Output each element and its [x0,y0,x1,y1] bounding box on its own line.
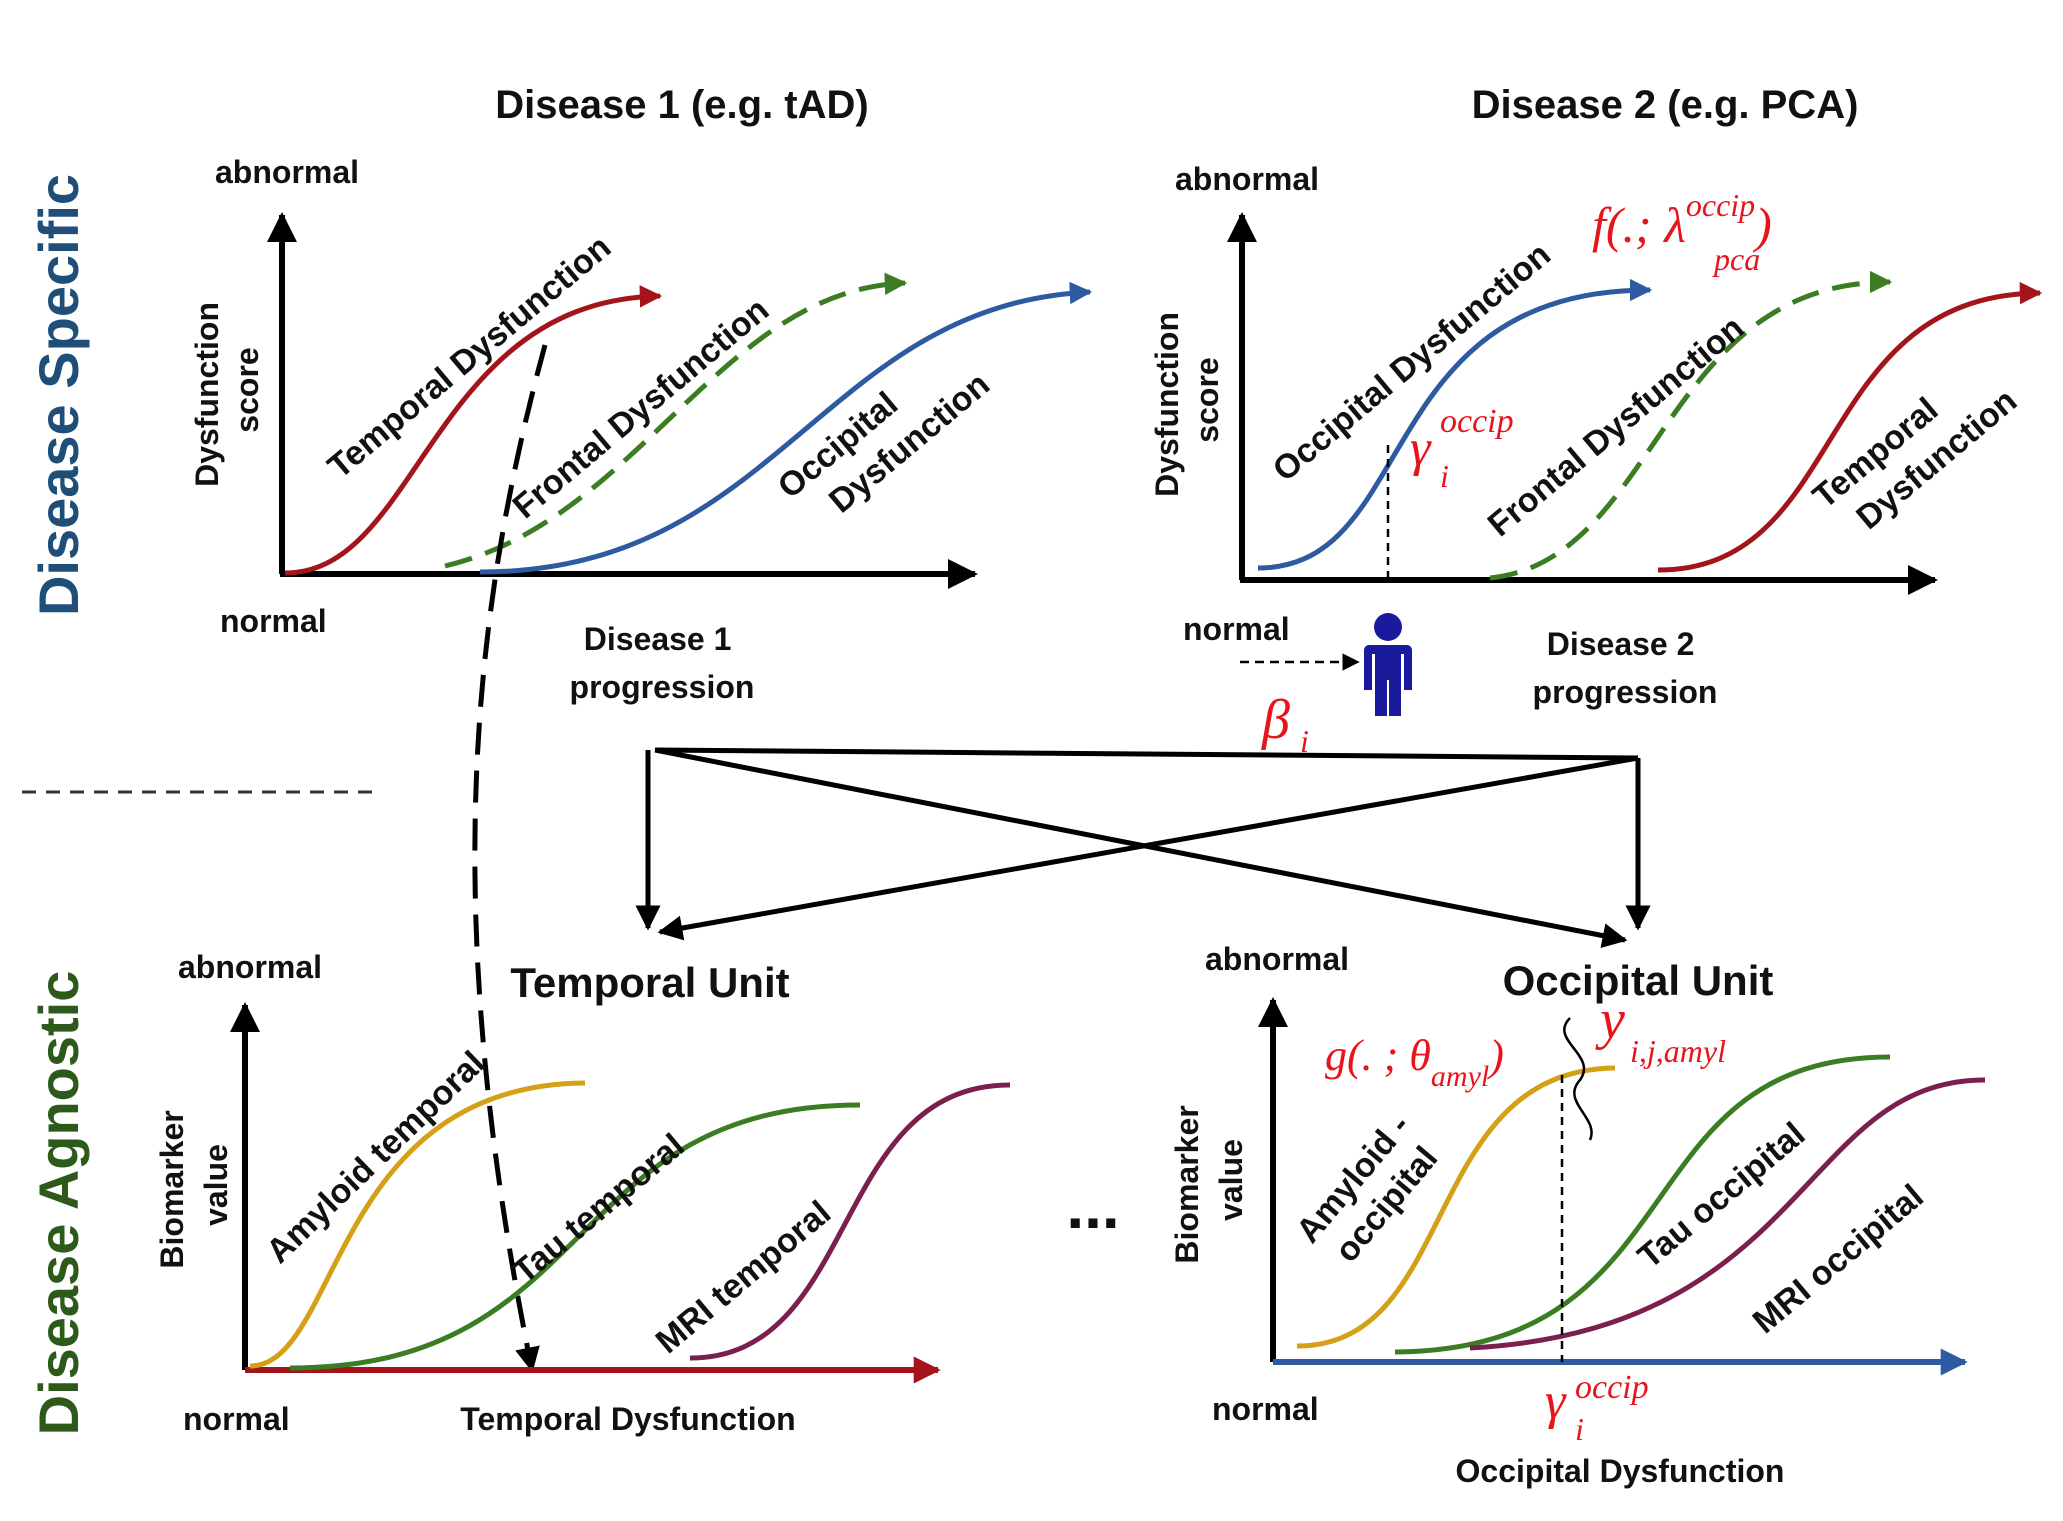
disease1-frontal-curve [444,272,908,569]
temporal-unit-x-axis-label: Temporal Dysfunction [460,1401,795,1437]
temporal-unit-abnormal-label: abnormal [178,949,322,985]
disease1-to-temporal-dashed [472,344,548,1373]
mapping-arrows [635,747,1651,948]
disease2-temporal-curve [1657,281,2043,573]
temporal-amyloid-curve [249,1080,586,1369]
disease-specific-label: Disease Specific [27,174,90,616]
occipital-amyloid-label: Amyloid - occipital [1289,1100,1456,1277]
disease2-gamma-sub: i [1440,458,1449,494]
temporal-tau-curve [289,1102,861,1371]
disease2-y-axis-label: Dysfunction score [1149,303,1225,497]
occipital-y-obs: y [1595,989,1625,1051]
disease2-temporal-curve-label: Temporal Dysfunction [1806,348,2025,550]
disease2-frontal-curve-label: Frontal Dysfunction [1481,309,1751,545]
disease1-y-axis-label: Dysfunction score [189,293,265,487]
disease2-func-f: f(.; λoccip) [1592,187,1772,253]
occipital-func-g: g(. ; θamyl) [1325,1031,1504,1093]
temporal-unit-title: Temporal Unit [510,959,789,1006]
disease1-normal-label: normal [220,603,327,639]
disease1-panel: Disease 1 (e.g. tAD) abnormal normal Dys… [189,83,1093,705]
patient-icon [1364,613,1412,716]
occipital-y-obs-sub: i,j,amyl [1630,1033,1726,1069]
occipital-unit-abnormal-label: abnormal [1205,941,1349,977]
occipital-unit-normal-label: normal [1212,1391,1319,1427]
disease2-title: Disease 2 (e.g. PCA) [1472,83,1859,127]
disease1-temporal-curve [284,285,663,576]
ellipsis: ... [1066,1170,1119,1242]
occipital-tau-curve [1394,1054,1891,1355]
disease2-frontal-curve [1489,270,1893,581]
occipital-unit-title: Occipital Unit [1503,957,1774,1004]
disease2-occipital-curve [1257,278,1653,571]
disease2-gamma: γ [1410,420,1432,477]
temporal-amyloid-label: Amyloid temporal [259,1044,492,1271]
occipital-tau-label: Tau occipital [1631,1115,1813,1276]
occipital-gamma-sup: occip [1575,1369,1649,1406]
disease2-x-axis-label: Disease 2 progression [1533,626,1718,710]
temporal-mri-label: MRI temporal [649,1194,838,1362]
disease-agnostic-label: Disease Agnostic [27,971,90,1436]
disease2-panel: Disease 2 (e.g. PCA) abnormal normal Dys… [1149,83,2043,759]
disease1-title: Disease 1 (e.g. tAD) [495,83,868,127]
disease1-x-axis-label: Disease 1 progression [570,621,755,705]
disease2-beta-sub: i [1300,723,1309,759]
occipital-amyloid-curve [1296,1065,1616,1349]
occipital-unit-x-axis-label: Occipital Dysfunction [1456,1453,1785,1489]
disease1-occipital-curve-label: Occipital Dysfunction [771,331,997,539]
temporal-unit-panel: Temporal Unit abnormal normal Biomarker … [154,949,1011,1437]
disease2-beta: β [1261,689,1290,751]
occipital-gamma-sub: i [1575,1411,1584,1447]
occipital-gamma: γ [1545,1373,1567,1430]
disease2-abnormal-label: abnormal [1175,161,1319,197]
disease2-func-f-sub: pca [1712,241,1760,277]
disease2-gamma-sup: occip [1440,403,1514,440]
occipital-mri-curve [1469,1077,1986,1351]
disease1-occipital-curve [479,281,1093,575]
occipital-mri-label: MRI occipital [1746,1177,1931,1341]
disease2-normal-label: normal [1183,611,1290,647]
occipital-unit-panel: Occipital Unit abnormal normal Biomarker… [1169,941,1986,1489]
temporal-unit-normal-label: normal [183,1401,290,1437]
temporal-tau-label: Tau temporal [506,1126,692,1291]
occipital-unit-y-axis-label: Biomarker value [1169,1096,1249,1263]
observation-brace [1563,1017,1593,1141]
disease1-abnormal-label: abnormal [215,154,359,190]
temporal-mri-curve [689,1082,1011,1361]
temporal-unit-y-axis-label: Biomarker value [154,1101,234,1268]
